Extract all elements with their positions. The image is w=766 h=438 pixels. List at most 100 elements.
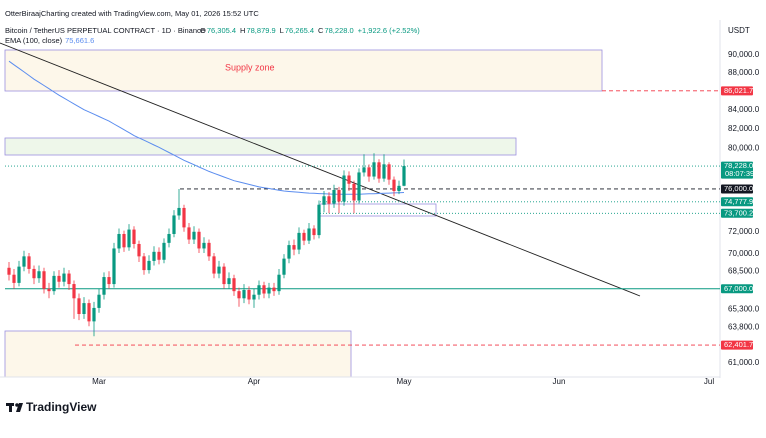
candle-body: [207, 242, 211, 257]
candle-body: [342, 175, 346, 202]
y-tick-label: 63,800.0: [728, 323, 760, 332]
candle-body: [367, 167, 371, 177]
candle-body: [327, 196, 331, 204]
candle-body: [127, 229, 131, 248]
countdown: 08:07:39: [725, 169, 754, 178]
candle-body: [292, 245, 296, 250]
y-tick-label: 70,000.0: [728, 249, 760, 258]
candle-body: [202, 242, 206, 249]
candle-body: [167, 233, 171, 243]
ohlc-key: H: [240, 26, 245, 35]
price-label: 74,777.9: [724, 197, 753, 206]
candle-body: [72, 284, 76, 299]
ohlc-value: 78,879.9: [246, 26, 275, 35]
candle-body: [177, 207, 181, 216]
y-tick-label: 72,000.0: [728, 227, 760, 236]
candle-body: [97, 294, 101, 308]
price-label-bg: [721, 340, 753, 350]
indicator-name: EMA (100, close): [5, 36, 63, 45]
candle-body: [267, 287, 271, 294]
candle-body: [227, 278, 231, 285]
candle-body: [252, 294, 256, 300]
ohlc-value: 76,265.4: [285, 26, 314, 35]
supply-zone-box: [4, 49, 603, 92]
candle-body: [347, 175, 351, 184]
logo-text: TradingView: [26, 400, 97, 414]
y-tick-label: 82,000.0: [728, 124, 760, 133]
candle-body: [7, 267, 11, 275]
candle-body: [317, 204, 321, 236]
candle-body: [37, 271, 41, 279]
candle-body: [32, 268, 36, 279]
candle-body: [12, 274, 16, 283]
logo-icon: [9, 403, 12, 412]
y-tick-label: 68,500.0: [728, 266, 760, 275]
annotation: Supply zone: [225, 62, 275, 72]
candle-body: [27, 256, 31, 269]
y-tick-label: 88,000.0: [728, 68, 760, 77]
y-tick-label: 80,000.0: [728, 143, 760, 152]
attribution: OtterBiraajCharting created with Trading…: [5, 9, 259, 18]
candle-body: [297, 232, 301, 250]
candle-body: [132, 229, 136, 244]
candle-body: [107, 277, 111, 285]
price-label-bg: [721, 86, 753, 96]
candle-body: [92, 307, 96, 322]
price-label: 73,700.2: [724, 208, 753, 217]
candle-body: [307, 228, 311, 241]
y-tick-label: 65,300.0: [728, 304, 760, 313]
candle-body: [287, 245, 291, 259]
candle-body: [17, 266, 21, 283]
y-tick-label: 84,000.0: [728, 105, 760, 114]
candle-body: [352, 183, 356, 201]
candle-body: [402, 166, 406, 186]
candle-body: [162, 242, 166, 260]
candle-body: [77, 298, 81, 315]
price-label-bg: [721, 161, 753, 179]
candle-body: [397, 185, 401, 192]
price-label: 78,228.0: [724, 161, 753, 170]
candle-body: [102, 277, 106, 295]
candle-body: [67, 273, 71, 285]
change: +1,922.6 (+2.52%): [358, 26, 421, 35]
trendline: [0, 42, 641, 297]
candle-body: [237, 291, 241, 299]
candle-body: [277, 274, 281, 292]
candle-body: [157, 251, 161, 260]
candle-body: [52, 275, 56, 292]
candle-body: [87, 303, 91, 322]
ohlc-value: 76,305.4: [207, 26, 236, 35]
candle-body: [332, 189, 336, 204]
candle-body: [382, 164, 386, 179]
candle-body: [172, 215, 176, 234]
ohlc-key: L: [280, 26, 284, 35]
candle-body: [262, 285, 266, 294]
candle-body: [152, 251, 156, 261]
candle-body: [222, 266, 226, 285]
candle-body: [282, 258, 286, 275]
candle-body: [257, 285, 261, 295]
candle-body: [232, 278, 236, 292]
candle-body: [302, 232, 306, 241]
ohlc-key: C: [318, 26, 324, 35]
candle-body: [142, 256, 146, 271]
price-label-bg: [721, 197, 753, 207]
candle-body: [192, 231, 196, 240]
candle-body: [47, 288, 51, 292]
candle-body: [217, 266, 221, 274]
candle-body: [82, 303, 86, 315]
x-tick-label: Mar: [92, 377, 106, 386]
candle-body: [387, 164, 391, 180]
candle-body: [187, 227, 191, 240]
logo-icon: [16, 403, 23, 412]
candle-body: [62, 273, 66, 282]
candle-body: [372, 162, 376, 177]
indicator-value: 75,661.6: [65, 36, 94, 45]
x-tick-label: Jun: [553, 377, 566, 386]
candle-body: [377, 162, 381, 179]
candle-body: [122, 233, 126, 248]
zone-box: [4, 137, 517, 156]
price-label: 86,021.7: [724, 86, 753, 95]
candle-body: [357, 172, 361, 201]
